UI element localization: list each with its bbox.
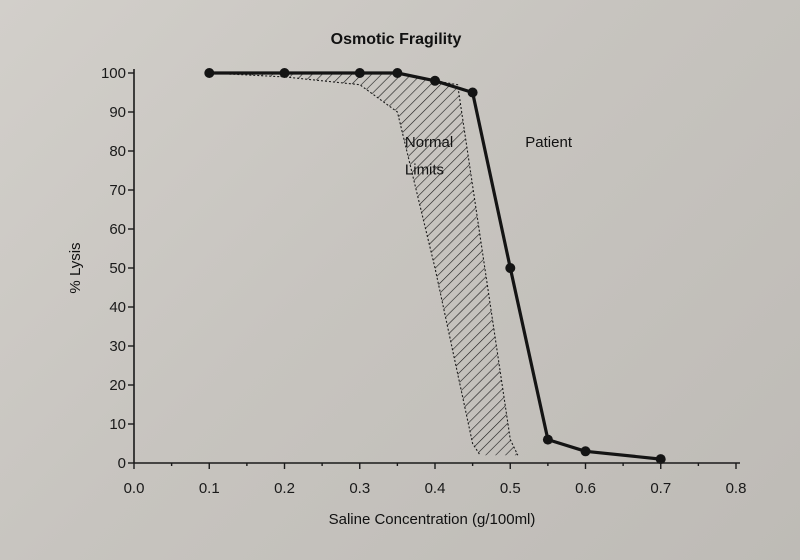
normal-limits-band	[209, 73, 518, 456]
patient-data-point	[655, 454, 666, 465]
patient-data-point	[430, 75, 440, 86]
patient-data-point	[392, 68, 403, 78]
x-axis-title: Saline Concentration (g/100ml)	[329, 511, 536, 528]
normal-limits-band-layer	[209, 72, 519, 456]
patient-data-point	[505, 263, 516, 273]
x-tick-label: 0.5	[500, 480, 521, 497]
axes-layer: 0.0 0.1 0.2 0.3 0.4 0.5 0.6 0.7 0.8 0 10 20 30 40 50 60…	[101, 65, 746, 497]
y-tick-label: 60	[109, 221, 126, 238]
patient-data-point	[279, 68, 290, 78]
patient-series-line	[209, 71, 661, 461]
patient-series-layer	[204, 68, 666, 465]
annotation-limits: Limits	[405, 161, 444, 178]
x-tick-label: 0.6	[575, 480, 596, 497]
annotations-layer: Normal Limits Patient	[405, 134, 573, 178]
normal-limits-upper-edge	[209, 72, 519, 456]
annotation-patient: Patient	[525, 134, 573, 151]
patient-data-point	[542, 434, 553, 445]
x-tick-label: 0.4	[425, 480, 446, 497]
y-tick-label: 30	[109, 338, 126, 355]
y-tick-label: 70	[109, 182, 126, 199]
y-tick-label: 50	[109, 260, 126, 277]
patient-data-point	[467, 87, 478, 98]
normal-limits-lower-edge	[209, 72, 481, 456]
x-tick-label: 0.1	[199, 480, 220, 497]
patient-data-point	[204, 68, 215, 78]
y-tick-label: 0	[118, 455, 126, 472]
patient-data-point	[580, 446, 591, 457]
y-tick-label: 100	[101, 65, 126, 82]
y-tick-label: 40	[109, 299, 126, 316]
chart-title: Osmotic Fragility	[331, 31, 462, 48]
x-tick-label: 0.0	[124, 480, 145, 497]
y-axis-title: % Lysis	[67, 242, 84, 293]
x-tick-label: 0.2	[274, 480, 295, 497]
annotation-normal: Normal	[405, 134, 453, 151]
x-tick-label: 0.8	[726, 480, 747, 497]
y-tick-label: 80	[109, 143, 126, 160]
y-tick-label: 90	[109, 104, 126, 121]
y-tick-label: 20	[109, 377, 126, 394]
y-tick-label: 10	[109, 416, 126, 433]
x-tick-label: 0.7	[650, 480, 671, 497]
patient-data-point	[354, 68, 365, 78]
x-tick-label: 0.3	[349, 480, 370, 497]
